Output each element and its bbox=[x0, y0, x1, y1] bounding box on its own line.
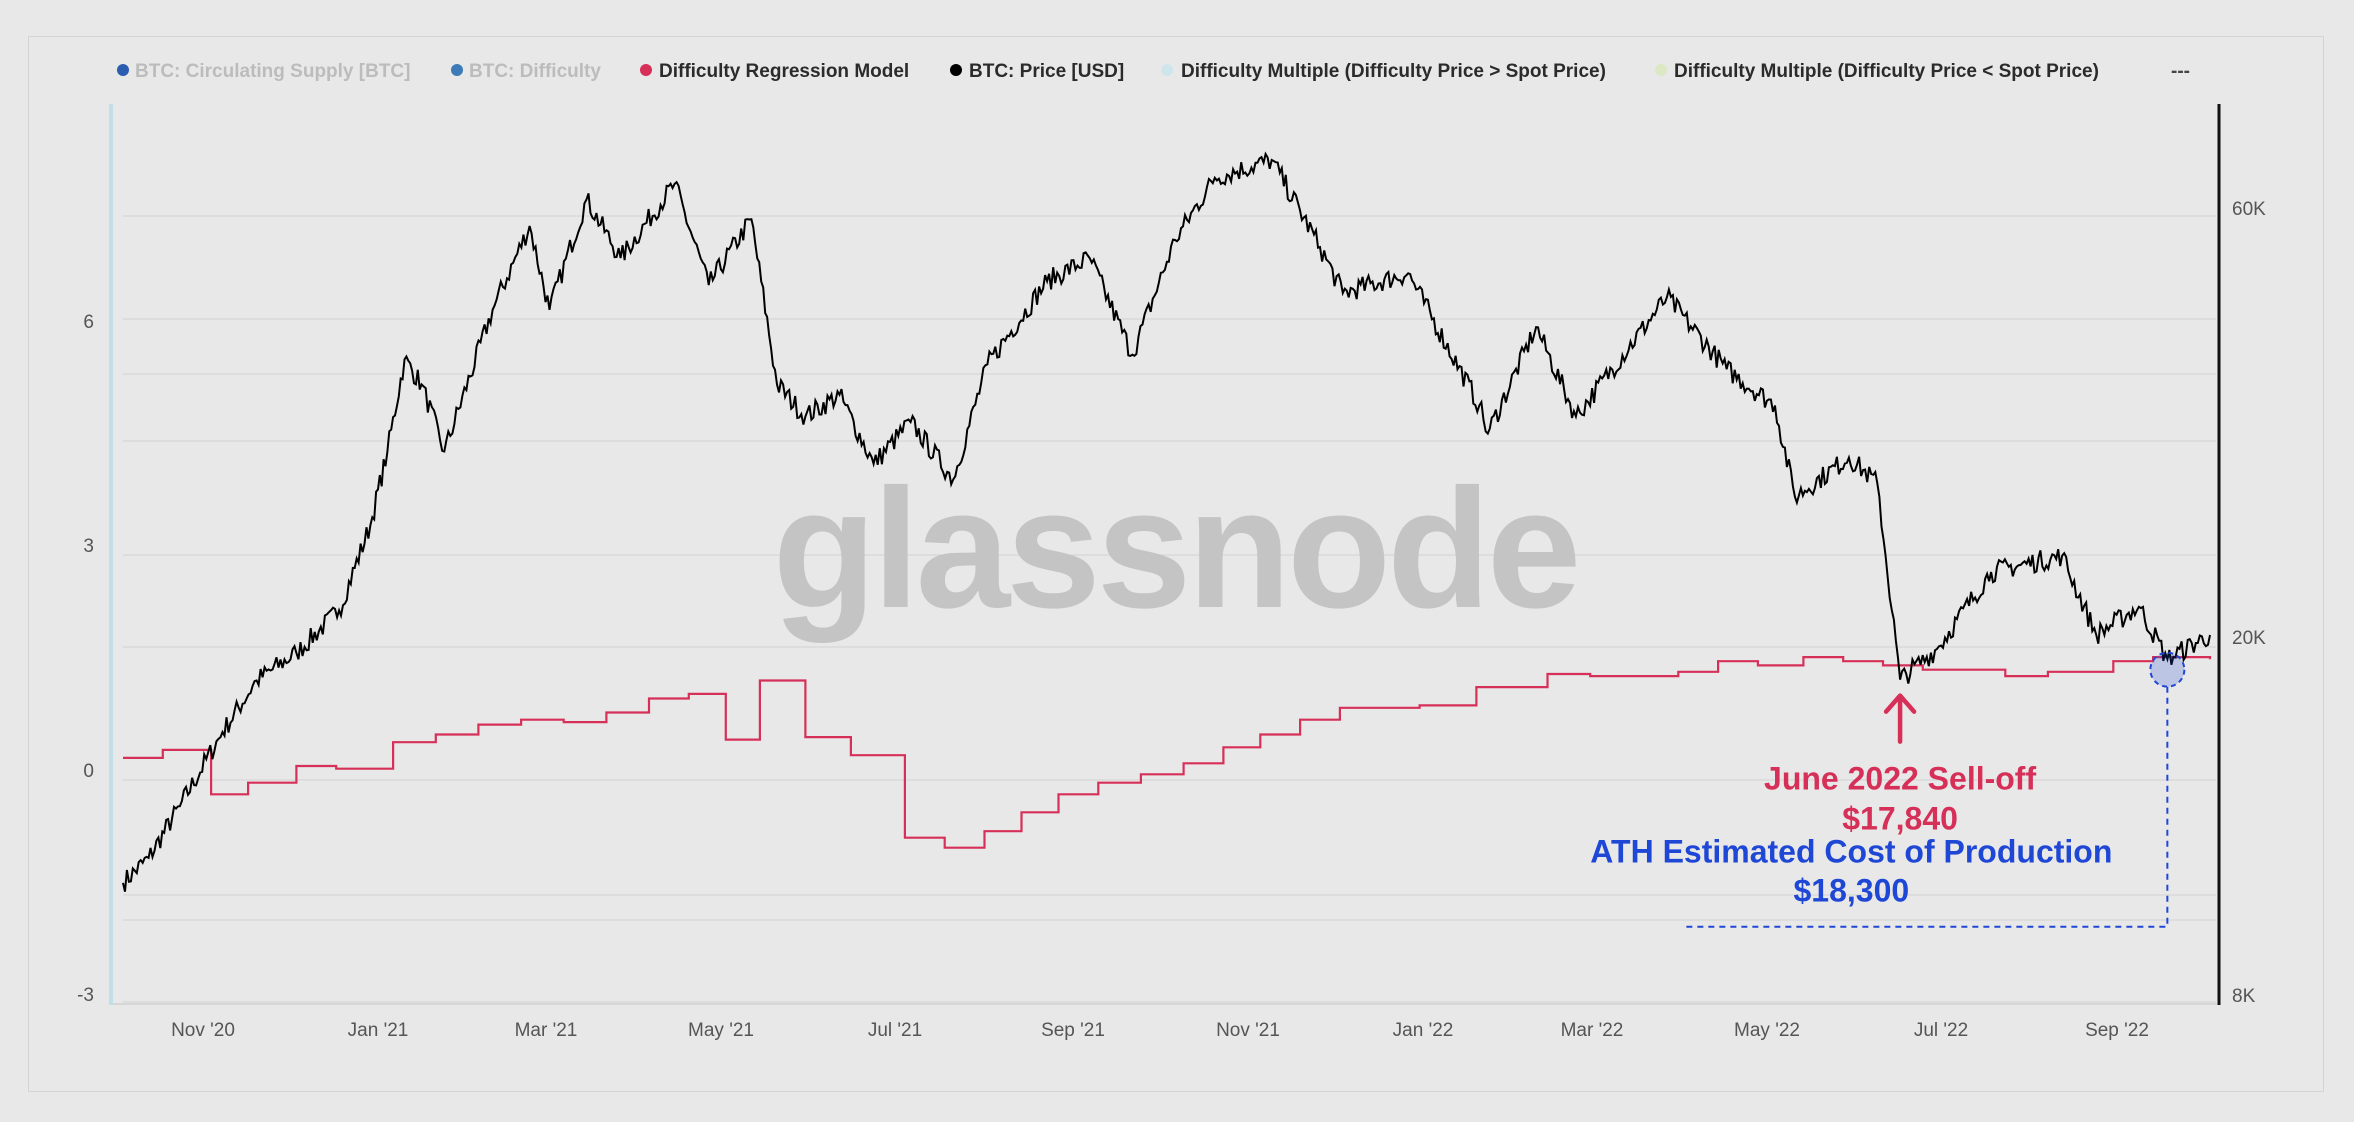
legend-label-difficulty: BTC: Difficulty bbox=[469, 61, 601, 82]
legend-item-difficulty[interactable]: BTC: Difficulty bbox=[451, 61, 601, 82]
x-tick: Jan '22 bbox=[1393, 1020, 1454, 1041]
x-tick: Nov '20 bbox=[171, 1020, 235, 1041]
chart-frame: BTC: Circulating Supply [BTC] BTC: Diffi… bbox=[28, 36, 2324, 1092]
legend: BTC: Circulating Supply [BTC] BTC: Diffi… bbox=[117, 61, 2190, 82]
selloff-annotation-value: $17,840 bbox=[1842, 801, 1958, 837]
legend-swatch-price bbox=[950, 64, 962, 76]
x-tick: Mar '21 bbox=[515, 1020, 578, 1041]
y-right-tick: 60K bbox=[2232, 199, 2266, 220]
legend-label-multiple-above: Difficulty Multiple (Difficulty Price > … bbox=[1181, 61, 1606, 82]
chart-svg: BTC: Circulating Supply [BTC] BTC: Diffi… bbox=[77, 61, 2266, 1041]
legend-label-circulating-supply: BTC: Circulating Supply [BTC] bbox=[135, 61, 410, 82]
legend-item-circulating-supply[interactable]: BTC: Circulating Supply [BTC] bbox=[117, 61, 410, 82]
ath-annotation-value: $18,300 bbox=[1794, 873, 1910, 909]
x-tick: Sep '22 bbox=[2085, 1020, 2149, 1041]
x-tick: Mar '22 bbox=[1561, 1020, 1624, 1041]
legend-item-price[interactable]: BTC: Price [USD] bbox=[950, 61, 1124, 82]
x-tick: May '22 bbox=[1734, 1020, 1800, 1041]
watermark-logo: glassnode bbox=[773, 454, 1578, 644]
legend-item-multiple-below[interactable]: Difficulty Multiple (Difficulty Price < … bbox=[1655, 61, 2099, 82]
x-tick: Sep '21 bbox=[1041, 1020, 1105, 1041]
y-left-tick: -3 bbox=[77, 985, 94, 1006]
y-left-tick: 0 bbox=[83, 761, 94, 782]
y-left-tick: 6 bbox=[83, 312, 94, 333]
legend-label-price: BTC: Price [USD] bbox=[969, 61, 1124, 82]
y-left-tick: 3 bbox=[83, 536, 94, 557]
legend-swatch-multiple-above bbox=[1161, 64, 1173, 76]
legend-item-regression-model[interactable]: Difficulty Regression Model bbox=[640, 61, 909, 82]
legend-item-multiple-above[interactable]: Difficulty Multiple (Difficulty Price > … bbox=[1161, 61, 1606, 82]
x-tick: Jul '22 bbox=[1914, 1020, 1968, 1041]
legend-swatch-circulating-supply bbox=[117, 64, 129, 76]
legend-label-regression-model: Difficulty Regression Model bbox=[659, 61, 909, 82]
series-line-regression-model bbox=[123, 656, 2212, 849]
annotation-june-selloff: June 2022 Sell-off $17,840 bbox=[1764, 693, 2036, 837]
y-right-tick: 20K bbox=[2232, 628, 2266, 649]
legend-label-multiple-below: Difficulty Multiple (Difficulty Price < … bbox=[1674, 61, 2099, 82]
ath-marker-circle bbox=[2149, 651, 2186, 688]
x-tick: Jul '21 bbox=[868, 1020, 922, 1041]
y-right-tick: 8K bbox=[2232, 986, 2256, 1007]
selloff-arrow-icon bbox=[1883, 693, 1917, 744]
x-tick: Jan '21 bbox=[348, 1020, 409, 1041]
ath-leader-line bbox=[1685, 686, 2169, 928]
selloff-annotation-title: June 2022 Sell-off bbox=[1764, 761, 2036, 797]
legend-swatch-regression-model bbox=[640, 64, 652, 76]
x-tick: Nov '21 bbox=[1216, 1020, 1280, 1041]
x-tick: May '21 bbox=[688, 1020, 754, 1041]
series-line-price bbox=[122, 151, 2211, 892]
x-ticks: Nov '20 Jan '21 Mar '21 May '21 Jul '21 … bbox=[171, 1020, 2149, 1041]
legend-more-button[interactable]: --- bbox=[2171, 61, 2190, 82]
y-right-ticks: 60K 20K 8K bbox=[2232, 199, 2266, 1007]
legend-swatch-multiple-below bbox=[1655, 64, 1667, 76]
y-left-ticks: 6 3 0 -3 bbox=[77, 312, 94, 1006]
ath-annotation-title: ATH Estimated Cost of Production bbox=[1590, 834, 2112, 870]
annotation-ath: ATH Estimated Cost of Production $18,300 bbox=[1590, 651, 2186, 928]
legend-swatch-difficulty bbox=[451, 64, 463, 76]
